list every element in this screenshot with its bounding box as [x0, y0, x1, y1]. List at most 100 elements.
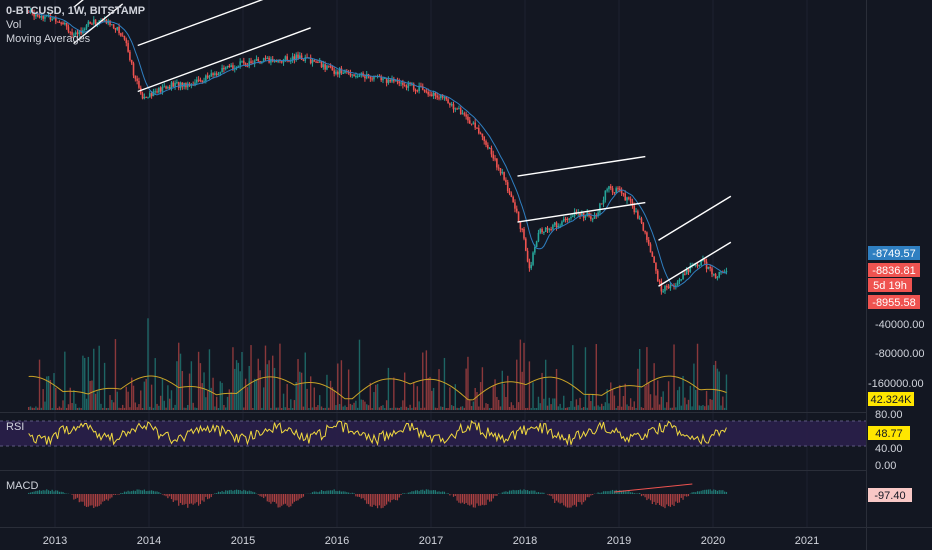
macd-bar	[221, 490, 223, 494]
volume-bar	[382, 405, 384, 410]
volume-bar	[31, 407, 33, 410]
candle-body	[262, 58, 265, 62]
macd-bar	[443, 491, 446, 494]
macd-bar	[225, 490, 227, 494]
trend-channels[interactable]	[73, 0, 732, 287]
candle-body	[255, 58, 258, 61]
volume-bar	[499, 406, 502, 410]
candle-body	[458, 108, 460, 110]
volume-bar	[141, 408, 144, 410]
macd-bar	[188, 494, 191, 504]
macd-bar	[490, 494, 493, 502]
volume-bar	[237, 362, 240, 410]
macd-bar	[619, 490, 621, 494]
price-axis[interactable]: -8749.57 -8836.81 5d 19h -8955.58 -40000…	[868, 246, 925, 502]
candle-body	[324, 64, 326, 70]
candle-body	[539, 228, 542, 233]
candle-body	[553, 222, 556, 225]
candle-body	[675, 285, 677, 287]
candle-body	[597, 212, 599, 216]
volume-bar	[120, 407, 122, 410]
candle-body	[555, 222, 558, 228]
volume-tick-1: -40000.00	[875, 319, 925, 331]
candle-body	[138, 80, 140, 88]
volume-bar	[163, 400, 165, 410]
volume-bar	[96, 391, 99, 410]
macd-bar	[223, 491, 225, 494]
macd-bar	[724, 491, 726, 494]
volume-bar	[71, 402, 73, 410]
volume-bar	[102, 407, 104, 410]
volume-bar	[98, 345, 100, 410]
volume-bar	[47, 376, 50, 410]
rsi-value-text: 48.77	[875, 428, 903, 440]
macd-bar	[329, 490, 332, 494]
candle-body	[658, 280, 661, 282]
candle-body	[186, 83, 189, 88]
candle-body	[640, 218, 643, 223]
volume-bar	[454, 384, 456, 410]
candle-body	[611, 188, 614, 193]
candle-body	[653, 256, 655, 263]
macd-bar	[122, 493, 124, 494]
volume-bar	[309, 376, 312, 410]
candle-body	[725, 271, 728, 273]
volume-bar	[640, 407, 643, 410]
candle-body	[313, 60, 316, 62]
macd-bar	[568, 494, 570, 508]
channel-upper-line[interactable]	[137, 0, 311, 47]
macd-bar	[393, 494, 395, 500]
volume-bar	[611, 389, 614, 410]
volume-bar	[103, 362, 106, 410]
channel-upper-line[interactable]	[517, 155, 646, 177]
volume-bar	[266, 364, 268, 410]
channel-lower-line[interactable]	[73, 3, 124, 44]
indicator-vol[interactable]: Vol	[6, 19, 22, 31]
volume-bar	[698, 405, 701, 410]
macd-bar	[366, 494, 368, 504]
candle-body	[642, 222, 645, 231]
volume-bar	[669, 407, 672, 410]
candle-body	[651, 252, 654, 257]
volume-bar	[277, 407, 279, 410]
volume-bar	[487, 403, 489, 410]
macd-bar	[105, 494, 108, 500]
channel-lower-line[interactable]	[658, 241, 732, 287]
volume-bar	[281, 407, 283, 410]
volume-bar	[494, 379, 496, 410]
channel-lower-line[interactable]	[517, 201, 646, 223]
channel-lower-line[interactable]	[137, 27, 311, 93]
rsi-pane[interactable]	[0, 420, 866, 447]
candle-body	[570, 216, 572, 219]
volume-bar	[633, 401, 635, 410]
symbol-title[interactable]: 0-BTCUSD, 1W, BITSTAMP	[6, 5, 146, 17]
channel-upper-line[interactable]	[73, 0, 123, 8]
volume-bar	[167, 385, 169, 410]
volume-bar	[46, 376, 48, 410]
candle-body	[369, 76, 372, 79]
candle-body	[212, 73, 214, 75]
volume-bar	[375, 384, 377, 410]
channel-upper-line[interactable]	[658, 195, 732, 241]
candle-body	[626, 197, 628, 201]
candle-body	[602, 200, 605, 204]
candle-body	[56, 21, 59, 23]
volume-bar	[384, 407, 386, 410]
candle-body	[635, 211, 637, 213]
volume-bar	[481, 367, 484, 410]
macd-signal-line	[614, 483, 693, 493]
volume-bar	[389, 407, 391, 410]
volume-bar	[525, 407, 527, 410]
indicator-moving-averages[interactable]: Moving Averages	[6, 33, 91, 45]
candle-body	[340, 68, 343, 74]
macd-bar	[114, 494, 117, 495]
candle-body	[203, 80, 205, 82]
candle-body	[465, 114, 467, 117]
volume-bar	[42, 389, 44, 410]
macd-bar	[174, 494, 176, 501]
volume-bar	[288, 407, 290, 410]
candle-body	[49, 14, 52, 20]
macd-bar	[185, 494, 187, 504]
macd-bar	[207, 494, 209, 500]
